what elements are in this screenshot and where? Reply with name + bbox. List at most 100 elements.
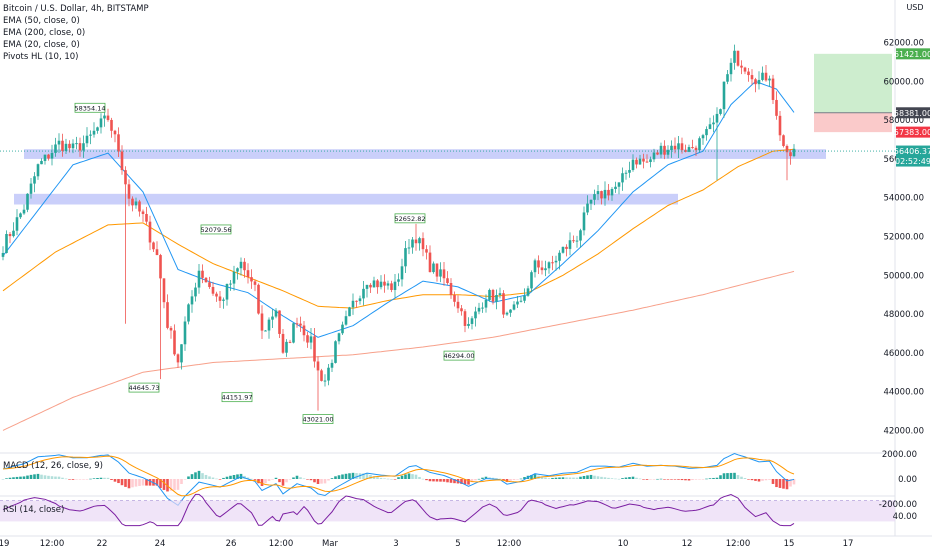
candle-body [460, 308, 463, 312]
macd-histogram-bar [498, 478, 502, 480]
macd-histogram-bar [36, 473, 40, 479]
candle-body [474, 311, 477, 319]
macd-histogram-bar [274, 477, 278, 479]
macd-histogram-bar [267, 479, 271, 481]
candle-body [362, 288, 365, 299]
macd-histogram-bar [134, 479, 138, 487]
time-axis[interactable]: 19 12:00 22 24 26 12:00 Mar 3 5 12:00 10 12 12:00 15 1… [0, 539, 853, 549]
candle-body [407, 247, 411, 249]
macd-histogram-bar [131, 479, 134, 488]
last-price-badge: 56406.37 [894, 147, 932, 156]
macd-histogram-bar [428, 479, 432, 482]
price-tick-label: 42000.00 [883, 426, 924, 436]
candle-body [33, 176, 36, 184]
macd-histogram-bar [323, 479, 327, 484]
legend-ema-50[interactable]: EMA (50, close, 0) [3, 16, 80, 26]
candle-body [313, 336, 316, 362]
pivot-label-box [200, 224, 232, 235]
candle-body [743, 67, 747, 72]
candle-body [708, 124, 712, 130]
legend-ema-200[interactable]: EMA (200, close, 0) [3, 28, 86, 38]
legend-ema-20[interactable]: EMA (20, close, 0) [3, 40, 80, 50]
candle-body [404, 248, 407, 267]
symbol-title[interactable]: Bitcoin / U.S. Dollar, 4h, BITSTAMP [3, 4, 149, 14]
macd-label[interactable]: MACD (12, 26, close, 9) [3, 461, 103, 471]
price-axis[interactable]: 62000.0060000.0058000.0056000.0054000.00… [879, 39, 924, 523]
macd-histogram-bar [40, 474, 43, 479]
macd-histogram-bar [138, 479, 141, 486]
macd-histogram-bar [596, 476, 600, 479]
candle-body [113, 130, 117, 135]
macd-histogram-bar [75, 479, 78, 480]
candle-body [477, 307, 481, 312]
macd-histogram-bar [285, 479, 288, 483]
macd-histogram-bar [71, 479, 75, 480]
candlestick-series[interactable] [1, 44, 796, 411]
target-price-badge-bg [896, 48, 930, 60]
macd-histogram-bar [565, 477, 568, 479]
macd-tick-label: -2000.00 [879, 500, 917, 510]
macd-histogram-bar [698, 479, 701, 480]
macd-histogram-bar [778, 479, 782, 488]
macd-histogram-bar [407, 473, 411, 479]
candle-body [516, 301, 519, 305]
macd-histogram-bar [614, 478, 617, 480]
macd-histogram-bar [218, 479, 222, 480]
candle-body [782, 135, 785, 146]
candle-body [204, 277, 208, 283]
macd-histogram-bar [260, 479, 264, 487]
macd-histogram-bar [495, 478, 498, 479]
candle-body [698, 138, 701, 151]
candle-body [225, 283, 229, 300]
legend-pivots[interactable]: Pivots HL (10, 10) [3, 52, 79, 62]
currency-code: USD [906, 3, 924, 12]
candle-body [54, 144, 57, 153]
candle-body [127, 184, 131, 199]
candle-body [96, 127, 99, 131]
ema-200-line [2, 270, 795, 431]
time-tick-label: 10 [618, 539, 629, 549]
moving-averages [2, 80, 795, 431]
macd-histogram-bar [159, 479, 162, 489]
candle-body [271, 316, 274, 320]
macd-histogram-bar [607, 477, 610, 479]
candle-body [148, 221, 152, 243]
pivot-label-box [221, 392, 253, 403]
time-tick-label: 12:00 [726, 539, 751, 549]
candle-body [719, 109, 722, 114]
candle-body [656, 152, 659, 155]
macd-histogram-bar [120, 479, 124, 486]
macd-histogram-bar [316, 479, 320, 484]
macd-histogram-bar [631, 476, 635, 479]
macd-histogram-bar [463, 479, 467, 485]
macd-histogram-bar [225, 476, 229, 479]
candle-body [764, 72, 768, 81]
macd-histogram-bar [593, 475, 596, 479]
candle-body [358, 298, 362, 302]
candle-body [194, 287, 197, 297]
candle-body [40, 160, 43, 165]
candle-body [187, 304, 190, 322]
candle-body [197, 270, 201, 288]
macd-histogram-bar [603, 477, 607, 479]
macd-histogram-bar [12, 477, 15, 479]
macd-histogram-bar [194, 472, 197, 479]
candle-body [792, 148, 796, 157]
candle-body [337, 333, 341, 342]
candle-body [19, 213, 22, 218]
candle-body [159, 255, 162, 279]
macd-histogram-bar [726, 473, 729, 479]
candle-body [285, 341, 288, 353]
candle-body [449, 283, 453, 295]
candle-body [481, 307, 484, 309]
rsi-label[interactable]: RSI (14, close) [3, 505, 65, 515]
macd-histogram-bar [516, 479, 519, 480]
macd-histogram-bar [351, 472, 355, 479]
candle-body [589, 199, 593, 204]
candle-body [166, 302, 169, 328]
candle-body [218, 296, 222, 301]
candle-body [131, 198, 134, 206]
macd-histogram-bar [435, 479, 439, 482]
candle-body [267, 319, 271, 331]
